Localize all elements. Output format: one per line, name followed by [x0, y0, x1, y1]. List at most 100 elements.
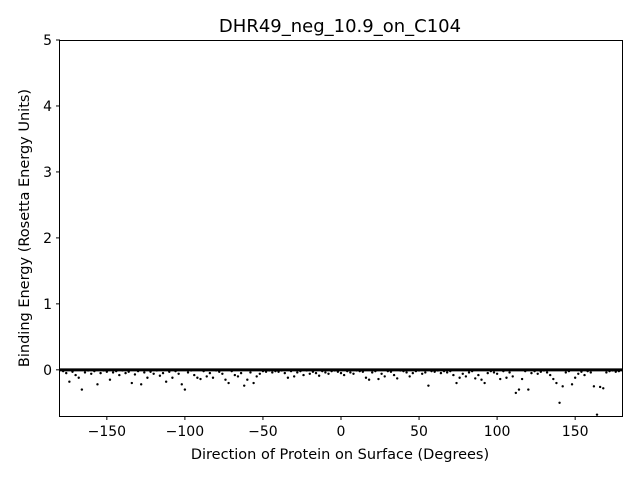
data-point: [124, 371, 127, 375]
data-point: [499, 377, 502, 381]
data-point: [445, 371, 449, 374]
data-point: [133, 373, 137, 376]
x-axis-label: Direction of Protein on Surface (Degrees…: [191, 447, 489, 463]
data-point: [292, 375, 296, 378]
data-point: [502, 369, 505, 373]
x-tick-label: 100: [484, 424, 511, 440]
data-point: [199, 377, 202, 381]
data-point: [230, 369, 233, 373]
data-point: [573, 376, 577, 379]
data-point: [90, 372, 93, 375]
data-point: [474, 377, 477, 380]
data-point: [317, 374, 321, 377]
data-point: [536, 372, 539, 375]
data-point: [442, 369, 446, 373]
data-point: [405, 371, 408, 374]
data-point: [189, 369, 193, 372]
data-point: [371, 371, 374, 374]
data-point: [358, 369, 361, 373]
data-point: [520, 377, 524, 381]
data-point: [580, 370, 583, 373]
x-axis-ticks: −150 −100 −50 0 50 100 150: [88, 416, 589, 440]
data-point: [455, 381, 458, 385]
data-point: [239, 371, 243, 375]
data-point: [458, 376, 461, 379]
data-point: [592, 385, 596, 388]
y-tick-label: 3: [43, 165, 52, 181]
chart-title: DHR49_neg_10.9_on_C104: [219, 16, 461, 37]
data-point: [146, 376, 149, 379]
data-point: [314, 371, 318, 375]
data-point: [383, 375, 386, 378]
data-point: [452, 373, 455, 377]
data-point: [267, 369, 271, 372]
data-point: [411, 371, 415, 375]
data-point: [564, 371, 567, 374]
data-point: [208, 371, 212, 375]
data-point: [205, 375, 208, 378]
data-point: [555, 381, 558, 385]
data-point: [552, 377, 555, 381]
data-point: [214, 369, 218, 372]
x-tick-label: 0: [337, 424, 346, 440]
data-point: [608, 369, 611, 373]
data-point: [480, 378, 483, 381]
data-point: [108, 378, 112, 381]
data-point: [149, 370, 152, 373]
data-point: [333, 369, 336, 372]
data-point: [286, 376, 290, 379]
data-point: [274, 369, 277, 373]
data-point: [374, 369, 377, 373]
data-point: [352, 372, 355, 375]
data-point: [367, 378, 371, 381]
data-point: [202, 369, 205, 373]
data-point: [174, 369, 177, 373]
data-points: [60, 368, 622, 416]
data-point: [380, 372, 383, 375]
data-point: [548, 373, 552, 377]
data-point: [83, 371, 87, 374]
data-point: [158, 374, 162, 377]
data-point: [227, 381, 230, 385]
data-point: [330, 369, 333, 373]
data-point: [161, 371, 165, 375]
data-point: [586, 369, 589, 373]
data-point: [424, 371, 427, 374]
data-point: [249, 371, 252, 374]
x-tick-label: −150: [88, 424, 126, 440]
data-point: [115, 369, 118, 373]
x-tick-label: 50: [410, 424, 428, 440]
data-point: [136, 369, 140, 373]
data-point: [420, 372, 424, 375]
data-point: [605, 371, 608, 374]
y-axis-ticks: 0 1 2 3 4 5: [43, 33, 60, 379]
data-point: [614, 370, 617, 373]
y-tick-label: 1: [43, 297, 52, 313]
data-point: [402, 369, 405, 373]
data-point: [130, 381, 134, 385]
y-axis-label: Binding Energy (Rosetta Energy Units): [17, 89, 33, 367]
data-point: [461, 372, 464, 375]
data-point: [96, 383, 99, 386]
data-point: [439, 371, 443, 375]
data-point: [118, 373, 121, 377]
data-point: [449, 369, 452, 373]
data-point: [583, 373, 586, 377]
data-point: [570, 383, 574, 386]
data-point: [65, 371, 68, 375]
data-point: [417, 369, 421, 372]
data-point: [289, 369, 293, 373]
data-point: [121, 369, 124, 372]
data-point: [296, 371, 299, 374]
data-point: [233, 373, 237, 377]
data-point: [164, 380, 168, 383]
data-point: [302, 373, 305, 377]
data-point: [243, 384, 246, 387]
data-point: [364, 376, 368, 379]
data-point: [589, 371, 592, 374]
y-tick-label: 5: [43, 33, 52, 49]
data-point: [433, 370, 436, 373]
data-point: [327, 372, 330, 375]
data-point: [339, 371, 343, 375]
data-point: [611, 369, 614, 372]
